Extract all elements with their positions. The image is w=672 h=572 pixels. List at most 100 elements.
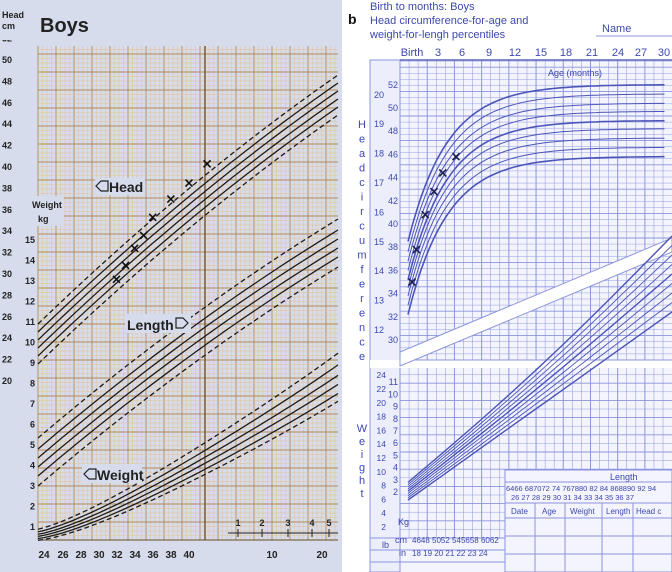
head-curve-label-text: Head (109, 179, 143, 195)
weight-axis-title-letter: e (359, 436, 365, 448)
head-cm-tick-label: 48 (388, 126, 398, 136)
weight-lb-tick-label: 6 (381, 494, 386, 504)
weight-label-pointer-icon (83, 468, 97, 480)
head-percentile-curve (407, 137, 665, 297)
mark-stroke (184, 178, 194, 188)
weight-kg-tick-label: 10 (388, 389, 398, 399)
x-tick-label: 38 (165, 550, 177, 561)
head-percentile-curve (407, 111, 665, 271)
mark-stroke (429, 187, 439, 196)
head-unit-label: Head (2, 10, 24, 20)
weight-unit-kg: kg (38, 214, 49, 224)
head-percentile-curve (407, 93, 665, 252)
weight-lb-tick-label: 4 (381, 508, 386, 518)
head-percentile-curve (37, 74, 339, 325)
head-cm-tick-label: 46 (2, 98, 12, 108)
weight-kg-tick-label: 11 (389, 377, 398, 387)
head-axis-title-letter: e (359, 351, 365, 363)
head-in-tick-label: 15 (374, 237, 384, 247)
table-header-length: Length (606, 507, 630, 516)
left-axis-strip (369, 59, 401, 572)
head-cm-tick-label: 42 (388, 196, 398, 206)
head-measurement-mark (203, 159, 212, 168)
head-measurement-mark (407, 277, 417, 287)
weight-axis-title-letter: W (357, 423, 368, 435)
head-cm-tick-label: 38 (2, 183, 12, 193)
length-label-bg (125, 314, 191, 333)
weight-kg-tick-label: 6 (393, 438, 398, 448)
head-cm-tick-label: 30 (2, 269, 12, 279)
age-tick-label: 18 (560, 47, 572, 59)
weight-lb-tick-label: 24 (377, 370, 387, 380)
weight-kg-tick-label: 7 (393, 426, 398, 436)
head-percentile-curve (407, 102, 665, 262)
head-cm-tick-label: 52 (388, 80, 398, 90)
head-cm-tick-label: 32 (2, 248, 12, 258)
x-tick-label: 10 (266, 550, 278, 561)
head-measurement-mark (130, 244, 139, 253)
x-tick-label: 32 (111, 550, 123, 561)
head-in-tick-label: 18 (374, 149, 384, 159)
head-measurement-mark (429, 187, 439, 196)
cm-unit-label: cm (395, 535, 407, 545)
x-tick-label: 30 (93, 550, 105, 561)
weight-lb-tick-label: 20 (377, 398, 387, 408)
weight-kg-tick-label: 15 (25, 235, 35, 245)
head-in-tick-label: 13 (374, 296, 384, 306)
chart-a-title: Boys (40, 15, 89, 37)
weight-kg-tick-label: 10 (25, 338, 35, 348)
length-header: Length (610, 472, 638, 482)
weight-kg-tick-label: 5 (30, 440, 35, 450)
panel-b-letter: b (348, 11, 357, 27)
head-cm-tick-label: 50 (2, 55, 12, 65)
weight-kg-tick-label: 8 (30, 379, 35, 389)
x-tick-label: 40 (183, 550, 195, 561)
head-cm-tick-label: 44 (388, 173, 398, 183)
mark-stroke (407, 277, 417, 287)
head-cm-tick-label: 30 (388, 335, 398, 345)
head-in-tick-label: 12 (374, 325, 384, 335)
age-tick-label: 3 (435, 47, 441, 59)
head-measurement-mark (184, 178, 194, 188)
mark-stroke (451, 152, 461, 161)
head-cm-tick-label: 36 (388, 265, 398, 275)
head-percentile-curve (37, 114, 339, 365)
weight-lb-tick-label: 22 (377, 384, 387, 394)
x-tick-label: 36 (147, 550, 159, 561)
weight-percentile-curve (37, 392, 339, 540)
head-axis-title-letter: a (359, 148, 366, 160)
head-axis-title-letter: f (360, 264, 364, 276)
chart-b-title-line-3: weight-for-lengh percentiles (369, 29, 506, 41)
kg-unit-label: Kg (398, 517, 409, 527)
name-field-label: Name (602, 23, 631, 35)
weight-kg-tick-label: 2 (393, 487, 398, 497)
weight-kg-tick-label: 11 (25, 317, 35, 327)
length-label-pointer-icon (175, 317, 189, 329)
weight-percentile-curve (407, 302, 672, 499)
head-measurement-mark (148, 213, 157, 222)
head-axis-title-letter: u (359, 235, 365, 247)
head-label-pointer-icon (95, 180, 109, 192)
month-tick-label: 5 (326, 518, 331, 528)
weight-kg-tick-label: 13 (25, 276, 35, 286)
record-table: Length 6466 687072 74 767880 82 84 86889… (504, 469, 672, 572)
length-in-tick-row: 26 27 28 29 30 31 34 33 34 35 36 37 (511, 493, 634, 502)
head-unit-box (0, 6, 22, 40)
head-cm-tick-label: 34 (388, 289, 398, 299)
chart-b-plotted-points (407, 152, 461, 287)
age-tick-label: 24 (612, 47, 624, 59)
weight-lb-tick-label: 14 (377, 439, 387, 449)
head-percentile-curve (407, 128, 665, 288)
weight-percentile-curve (37, 400, 339, 541)
bottom-cm-ticks: 4648 5052 545658 6062 (412, 536, 499, 545)
age-tick-label: 21 (586, 47, 598, 59)
weight-axis-title-letter: t (360, 488, 363, 500)
weight-kg-tick-label: 8 (393, 414, 398, 424)
mark-stroke (121, 261, 130, 270)
transition-band (399, 237, 672, 367)
weight-percentile-curve (407, 264, 672, 490)
head-curve-label: Head (95, 178, 145, 195)
table-header-weight: Weight (570, 507, 596, 516)
